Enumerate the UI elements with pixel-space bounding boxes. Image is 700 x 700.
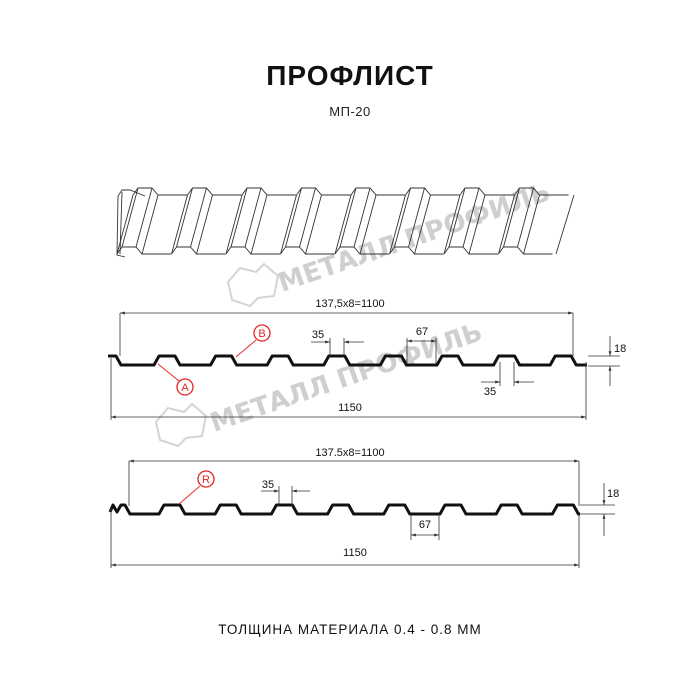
marker-r-label: R — [202, 474, 210, 486]
pitch-label: 137,5x8=1100 — [315, 298, 384, 310]
width-label: 1150 — [338, 402, 362, 414]
valley-width-label: 67 — [416, 326, 428, 338]
sheet-corrugation — [187, 187, 242, 196]
sheet-corrugation — [523, 194, 540, 255]
sheet-corrugation — [119, 191, 123, 255]
sheet-corrugation — [555, 194, 575, 255]
sheet-corrugation — [305, 194, 322, 255]
height-label: 18 — [614, 343, 626, 355]
marker-a-circle — [176, 378, 194, 396]
marker-a-label: A — [181, 382, 189, 394]
sheet-corrugation — [116, 195, 126, 258]
sheet-corrugation — [350, 187, 405, 196]
material-thickness-note: ТОЛЩИНА МАТЕРИАЛА 0.4 - 0.8 ММ — [218, 622, 482, 637]
sheet-corrugation — [190, 187, 207, 248]
sheet-corrugation — [132, 187, 187, 196]
sheet-corrugation — [280, 194, 297, 255]
sheet-corrugation — [503, 187, 520, 248]
sheet-corrugation — [443, 194, 461, 255]
sheet-corrugation — [135, 187, 153, 248]
profile-top-drawing: 137,5x8=1100 1150 35 67 35 18 B A — [108, 298, 626, 420]
height-label: 18 — [607, 488, 619, 500]
marker-b-circle — [253, 324, 271, 342]
sheet-corrugation — [171, 194, 188, 255]
sheet-corrugation — [517, 187, 534, 248]
model-subtitle: МП-20 — [329, 104, 371, 119]
profile-bottom-drawing: 137.5x8=1100 1150 35 67 18 R — [108, 447, 619, 568]
sheet-corrugation — [405, 187, 460, 196]
sheet-corrugation — [448, 187, 466, 248]
sheet-corrugation — [196, 194, 213, 255]
width-label: 1150 — [343, 547, 367, 559]
sheet-corrugation — [296, 187, 351, 196]
sheet-corrugation — [176, 187, 193, 248]
sheet-corrugation — [116, 194, 134, 255]
page-title: ПРОФЛИСТ — [266, 60, 434, 91]
profile-bottom-line — [108, 503, 580, 516]
watermark-text: МЕТАЛЛ ПРОФИЛЬ — [207, 317, 487, 438]
sheet-corrugation — [414, 194, 431, 255]
sheet-corrugation — [462, 187, 480, 248]
marker-r-circle — [197, 470, 215, 488]
valley-width-label: 67 — [419, 519, 431, 531]
marker-b-label: B — [258, 328, 265, 340]
sheet-corrugation — [299, 187, 316, 248]
crest-width-label: 35 — [312, 329, 324, 341]
watermark-text: МЕТАЛЛ ПРОФИЛЬ — [275, 177, 555, 298]
profile-top-line — [108, 354, 587, 367]
sheet-corrugation — [141, 194, 159, 255]
bottom-crest-label: 35 — [484, 386, 496, 398]
crest-width-label: 35 — [262, 479, 274, 491]
sheet-corrugation — [225, 194, 243, 255]
sheet-corrugation — [230, 187, 248, 248]
sheet-corrugation — [285, 187, 302, 248]
sheet-corrugation — [353, 187, 371, 248]
sheet-corrugation — [334, 194, 352, 255]
sheet-corrugation — [117, 189, 146, 197]
sheet-3d-view — [116, 187, 575, 258]
sheet-corrugation — [121, 187, 139, 248]
sheet-corrugation — [408, 187, 425, 248]
sheet-corrugation — [468, 194, 486, 255]
sheet-corrugation — [394, 187, 411, 248]
sheet-corrugation — [241, 187, 296, 196]
sheet-corrugation — [359, 194, 377, 255]
sheet-corrugation — [498, 194, 515, 255]
sheet-corrugation — [339, 187, 357, 248]
sheet-corrugation — [250, 194, 268, 255]
sheet-corrugation — [389, 194, 406, 255]
pitch-label: 137.5x8=1100 — [315, 447, 384, 459]
sheet-corrugation — [244, 187, 262, 248]
